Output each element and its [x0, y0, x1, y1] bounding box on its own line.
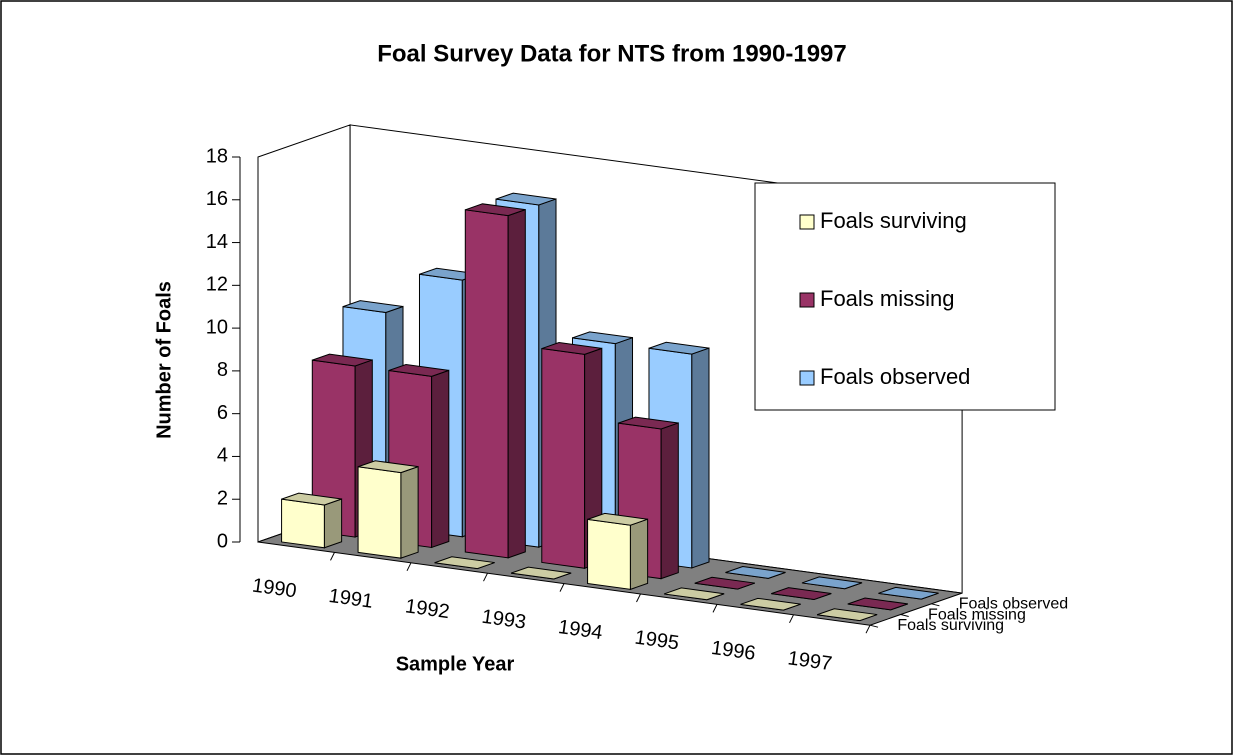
- bar-side: [629, 518, 649, 591]
- bar-top: [740, 597, 801, 611]
- y-tick-label: 0: [217, 530, 228, 552]
- x-axis-label: Sample Year: [396, 653, 515, 675]
- bar-front: [541, 347, 586, 569]
- bar: [434, 556, 495, 570]
- bar: [357, 460, 419, 559]
- y-tick-label: 10: [206, 316, 228, 338]
- x-tick: [483, 572, 488, 582]
- x-tick: [636, 593, 641, 603]
- y-tick-label: 6: [217, 402, 228, 424]
- bar-side: [400, 465, 419, 559]
- bar-top: [434, 556, 495, 570]
- bar: [771, 587, 832, 600]
- bar-top: [847, 597, 908, 611]
- bar-top: [771, 587, 832, 600]
- x-tick: [330, 552, 335, 561]
- legend-swatch: [799, 370, 815, 386]
- bar-front: [357, 466, 402, 559]
- bar-top: [495, 192, 557, 206]
- bar-front: [281, 498, 325, 549]
- bar: [663, 587, 725, 601]
- legend-swatch: [799, 214, 815, 230]
- bar: [587, 512, 649, 591]
- x-tick: [559, 583, 565, 592]
- chart-title: Foal Survey Data for NTS from 1990-1997: [377, 40, 847, 67]
- bar-top: [312, 353, 373, 367]
- legend-label: Foals observed: [820, 364, 970, 389]
- y-tick-label: 8: [217, 359, 228, 381]
- legend-label: Foals surviving: [820, 208, 967, 233]
- bar-top: [801, 576, 863, 590]
- bar-side: [431, 369, 450, 549]
- bar: [541, 342, 603, 569]
- bar-top: [694, 576, 755, 590]
- bar-side: [507, 208, 526, 559]
- bar-top: [816, 608, 878, 622]
- bar-top: [663, 587, 725, 601]
- depth-tick: [869, 624, 879, 628]
- bar-top: [281, 492, 342, 506]
- y-tick-label: 16: [206, 188, 228, 210]
- bar-top: [618, 416, 679, 430]
- bar: [740, 597, 801, 611]
- bar-top: [541, 342, 602, 355]
- x-tick: [865, 624, 871, 634]
- bar-top: [510, 566, 572, 580]
- bar: [510, 566, 572, 580]
- y-tick-label: 18: [206, 145, 228, 167]
- bar-top: [587, 512, 648, 526]
- y-axis-label: Number of Foals: [153, 281, 175, 439]
- bar: [801, 576, 863, 590]
- bar: [725, 566, 786, 579]
- bar: [847, 597, 908, 611]
- y-tick-label: 12: [206, 274, 228, 296]
- bar-side: [691, 347, 710, 569]
- bar-front: [587, 518, 631, 590]
- bar: [816, 608, 878, 622]
- bar-top: [465, 203, 526, 217]
- bar-top: [725, 566, 786, 579]
- x-tick: [406, 562, 412, 572]
- y-tick-label: 14: [206, 231, 228, 253]
- depth-label: Foals surviving: [897, 617, 1004, 634]
- depth-tick: [900, 614, 909, 617]
- depth-label: Foals observed: [959, 596, 1068, 613]
- bar-side: [660, 422, 679, 580]
- depth-label: Foals missing: [928, 606, 1026, 623]
- y-tick-label: 2: [217, 488, 228, 510]
- bar-top: [357, 460, 419, 474]
- legend-label: Foals missing: [820, 286, 954, 311]
- bar: [281, 492, 343, 549]
- bar: [878, 586, 939, 600]
- depth-tick: [931, 603, 940, 607]
- x-tick: [789, 614, 794, 624]
- bar-front: [464, 209, 509, 559]
- bar-top: [878, 586, 939, 600]
- bar-top: [388, 364, 449, 377]
- y-tick-label: 4: [217, 445, 228, 467]
- bar-top: [572, 331, 633, 345]
- bar: [464, 203, 526, 559]
- legend-swatch: [799, 292, 815, 308]
- bar-top: [648, 341, 710, 355]
- bar-top: [342, 300, 404, 313]
- bar: [694, 576, 755, 590]
- bar-side: [323, 498, 343, 549]
- x-tick: [712, 604, 718, 613]
